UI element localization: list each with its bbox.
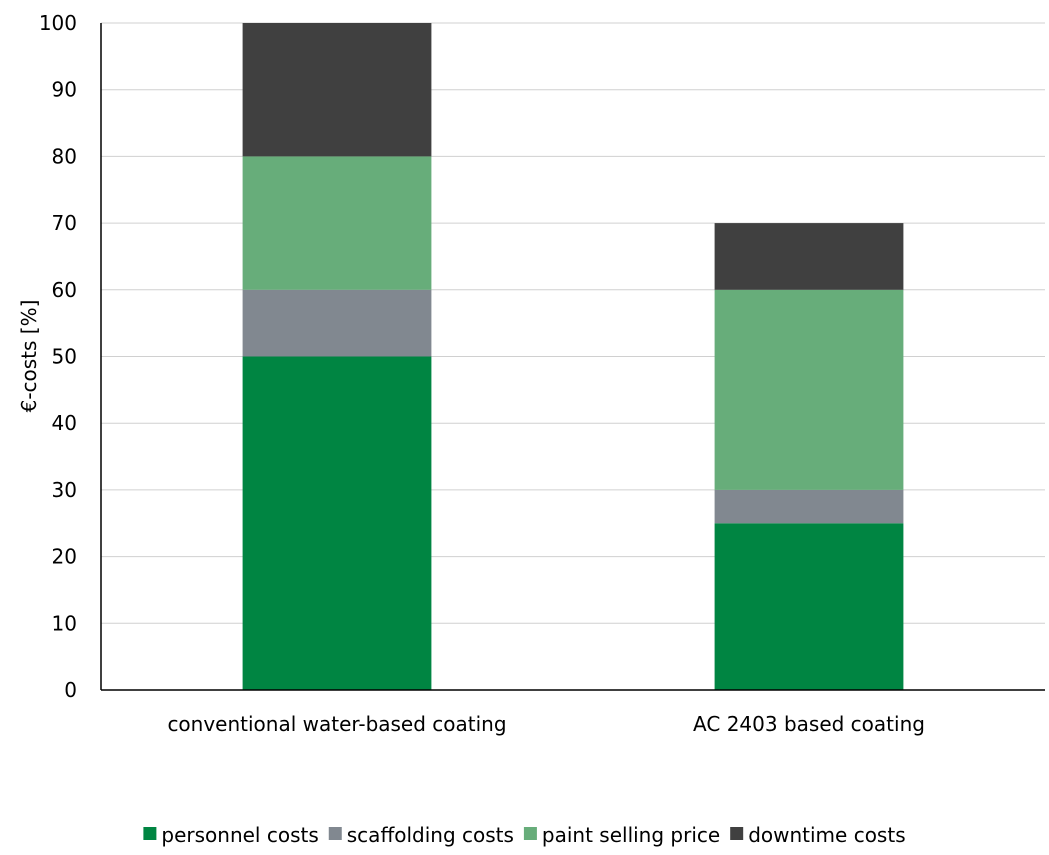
y-tick-label: 70 <box>52 211 77 235</box>
y-tick-label: 90 <box>52 78 77 102</box>
bar-segment <box>242 356 432 690</box>
legend-swatch <box>143 827 157 840</box>
y-tick-label: 80 <box>52 144 77 168</box>
bar-segment <box>714 223 904 290</box>
y-tick-label: 100 <box>39 11 77 35</box>
x-category-label: AC 2403 based coating <box>693 712 925 736</box>
legend-swatch <box>523 827 537 840</box>
legend-label: scaffolding costs <box>347 823 514 847</box>
axes <box>100 23 1045 691</box>
x-category-label: conventional water-based coating <box>167 712 506 736</box>
y-tick-label: 40 <box>52 411 77 435</box>
y-axis-label: €-costs [%] <box>17 300 41 413</box>
legend-label: downtime costs <box>748 823 905 847</box>
bar-segment <box>242 23 432 157</box>
legend-label: personnel costs <box>161 823 318 847</box>
bar-segment <box>714 289 904 490</box>
y-tick-label: 10 <box>52 611 77 635</box>
legend-swatch <box>328 827 342 840</box>
legend: personnel costs scaffolding costs paint se… <box>143 823 906 847</box>
legend-item: paint selling price <box>523 823 720 847</box>
y-tick-labels: 0 10 20 30 40 50 60 70 80 90 100 <box>39 11 77 702</box>
bar-segment <box>714 489 904 524</box>
legend-swatch <box>730 827 744 840</box>
bar-segment <box>242 289 432 357</box>
y-tick-label: 0 <box>64 678 77 702</box>
legend-item: downtime costs <box>730 823 906 847</box>
bar-segment <box>242 156 432 290</box>
y-tick-label: 60 <box>52 278 77 302</box>
legend-item: scaffolding costs <box>328 823 514 847</box>
y-tick-label: 20 <box>52 545 77 569</box>
y-tick-label: 30 <box>52 478 77 502</box>
legend-item: personnel costs <box>143 823 319 847</box>
x-category-labels: conventional water-based coating AC 2403 … <box>167 712 925 736</box>
bars <box>242 23 904 690</box>
bar-segment <box>714 523 904 690</box>
y-tick-label: 50 <box>52 345 77 369</box>
legend-label: paint selling price <box>542 823 720 847</box>
